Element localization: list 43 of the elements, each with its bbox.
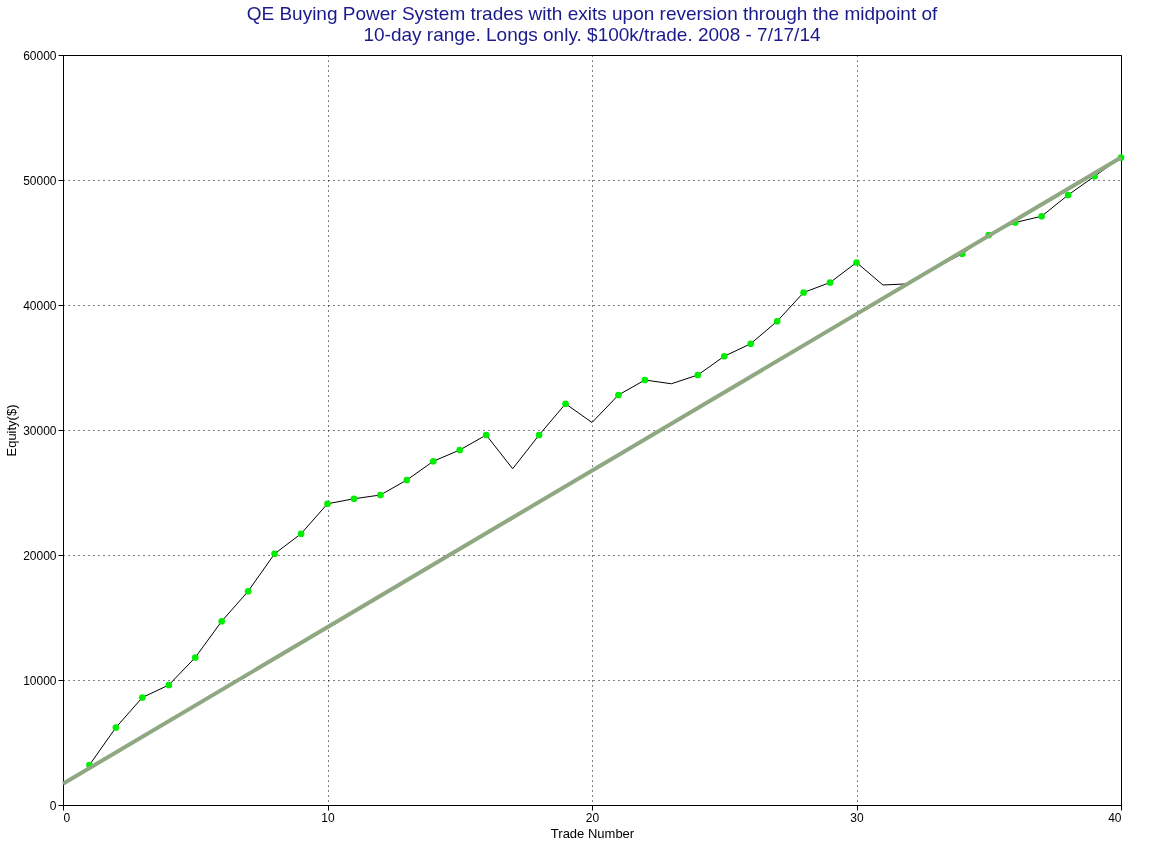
point [271,550,278,558]
point [641,376,649,384]
point [297,530,305,538]
chart-title: QE Buying Power System trades with exits upon reversion through the midpoint of 10-day range. Longs only. $100k/trade. 2008 - 7/17/14 [246,3,939,45]
point [853,259,860,266]
y-tick-label: 50000 [23,173,57,188]
point [562,400,569,408]
x-tick-label: 0 [63,810,71,825]
point [191,654,199,661]
x-tick-label: 20 [585,810,600,825]
x-tick-label: 40 [1108,810,1122,825]
y-tick-label: 60000 [23,48,57,63]
y-tick-label: 20000 [23,548,57,563]
point [244,587,252,595]
point [1064,191,1072,199]
point [1038,212,1045,220]
x-axis-title: Trade Number [550,825,635,841]
point [826,279,834,286]
point [403,476,411,484]
x-tick-label: 30 [850,810,864,825]
y-tick-label: 40000 [23,298,57,313]
point [350,495,358,503]
point [139,694,146,701]
point [165,681,173,689]
point [800,289,807,296]
point [720,352,728,360]
point [429,457,437,465]
point [324,500,331,508]
y-tick-label: 10000 [23,673,57,688]
point [456,446,464,454]
point [218,617,226,625]
point [482,431,490,439]
y-tick-label: 30000 [23,423,57,438]
x-tick-label: 10 [321,810,335,825]
point [535,431,543,439]
point [694,371,702,379]
point [112,724,120,731]
point [773,317,781,325]
y-axis-title: Equity($) [4,404,20,457]
point [747,340,755,348]
point [377,491,384,499]
y-tick-label: 0 [49,798,57,813]
point [615,391,622,399]
